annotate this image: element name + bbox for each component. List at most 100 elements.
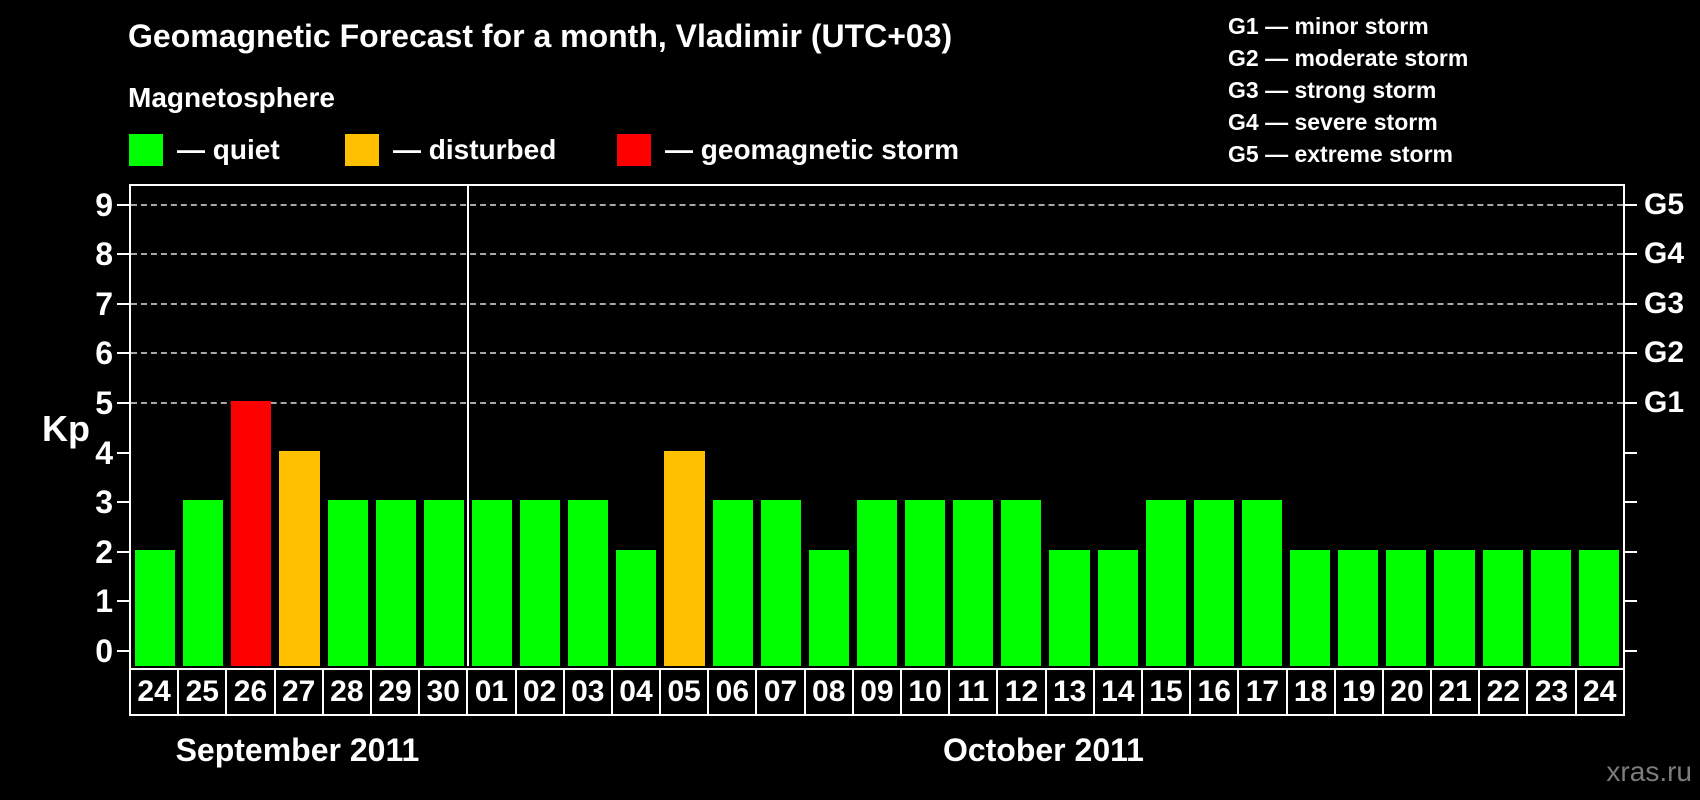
kp-bar — [1001, 500, 1042, 666]
kp-bar — [327, 500, 368, 666]
day-cell: 04 — [610, 668, 662, 716]
y-tick-label: 5 — [95, 385, 113, 421]
day-cell: 08 — [803, 668, 854, 716]
kp-bar — [1434, 549, 1475, 666]
kp-bar — [423, 500, 464, 666]
plot-inner — [131, 186, 1623, 666]
day-cell: 20 — [1381, 668, 1433, 716]
day-cell: 16 — [1189, 668, 1240, 716]
y-axis-tick — [117, 501, 129, 504]
kp-bar — [568, 500, 609, 666]
kp-bar — [1338, 549, 1379, 666]
legend-item-quiet: — quiet — [129, 130, 280, 170]
day-cell: 11 — [948, 668, 999, 716]
watermark: xras.ru — [1606, 756, 1692, 787]
y-tick-label: 3 — [95, 484, 113, 521]
kp-bar — [1290, 549, 1331, 666]
y-axis-tick — [117, 600, 129, 603]
y-axis-tick — [117, 402, 129, 404]
grid-line — [131, 402, 1623, 404]
right-axis-tick — [1625, 600, 1637, 603]
chart-title: Geomagnetic Forecast for a month, Vladim… — [128, 18, 953, 54]
right-axis-tick — [1625, 501, 1637, 504]
legend-item-storm: — geomagnetic storm — [617, 130, 959, 170]
day-cell: 13 — [1044, 668, 1095, 716]
kp-bar — [1241, 500, 1283, 666]
kp-bar — [1145, 500, 1186, 666]
g-axis-label: G1 — [1644, 386, 1685, 419]
y-tick-label: 4 — [95, 434, 113, 471]
kp-bar — [520, 500, 561, 666]
day-cell: 05 — [659, 668, 710, 716]
right-axis-tick — [1625, 402, 1637, 404]
day-cell: 09 — [851, 668, 902, 716]
day-cell: 14 — [1092, 668, 1143, 716]
g-scale-legend: G1 — minor storm G2 — moderate storm G3 — … — [1228, 10, 1468, 170]
kp-bar — [1482, 549, 1523, 666]
kp-bar — [616, 549, 657, 666]
magnetosphere-label: Magnetosphere — [128, 82, 335, 113]
legend-label-storm: — geomagnetic storm — [665, 134, 960, 165]
day-axis-strip: 24 25 26 27 28 29 30 01 02 03 04 05 06 07 08 09 10 11 12 13… — [129, 668, 1625, 716]
g-axis-label: G5 — [1644, 187, 1685, 221]
y-axis-tick — [117, 451, 129, 454]
day-cell: 19 — [1333, 668, 1384, 716]
day-cell: 29 — [369, 668, 421, 716]
day-cell: 06 — [707, 668, 758, 716]
kp-axis-label: Kp — [42, 408, 90, 449]
y-tick-label: 7 — [95, 285, 113, 322]
day-cell: 28 — [321, 668, 372, 716]
storm-color-swatch — [617, 134, 651, 166]
g-axis-label: G3 — [1644, 286, 1685, 320]
y-tick-label: 9 — [95, 186, 113, 223]
g-axis-label: G4 — [1644, 237, 1685, 271]
kp-bar — [1530, 549, 1571, 666]
right-axis-tick — [1625, 203, 1637, 206]
y-tick-label: 2 — [95, 533, 113, 570]
day-cell: 12 — [996, 668, 1047, 716]
plot-area — [129, 184, 1625, 668]
kp-bar — [471, 500, 513, 666]
legend-label-disturbed: — disturbed — [393, 134, 557, 165]
kp-bar — [375, 500, 416, 666]
day-cell: 10 — [900, 668, 951, 716]
month-label: October 2011 — [942, 732, 1144, 768]
day-cell: 03 — [562, 668, 613, 716]
kp-bar — [231, 401, 272, 666]
kp-bar — [1193, 500, 1234, 666]
day-cell: 22 — [1478, 668, 1529, 716]
grid-line — [131, 203, 1623, 206]
kp-bar — [808, 549, 849, 666]
day-cell: 24 — [129, 668, 180, 716]
kp-bar — [1049, 549, 1090, 666]
legend-item-disturbed: — disturbed — [345, 130, 556, 170]
y-tick-label: 0 — [95, 633, 113, 669]
y-tick-label: 1 — [95, 583, 113, 620]
day-cell: 21 — [1430, 668, 1481, 716]
g-legend-line: G5 — extreme storm — [1228, 141, 1453, 167]
day-cell: 27 — [273, 668, 324, 716]
kp-bar — [1578, 549, 1619, 666]
day-cell: 07 — [755, 668, 806, 716]
grid-line — [131, 302, 1623, 305]
day-cell: 23 — [1526, 668, 1577, 716]
grid-line — [131, 253, 1623, 256]
quiet-color-swatch — [129, 134, 163, 166]
y-axis-tick — [117, 253, 129, 256]
g-legend-line: G2 — moderate storm — [1228, 45, 1469, 71]
y-axis-tick — [117, 650, 129, 652]
kp-bar — [279, 450, 320, 666]
kp-bar — [953, 500, 994, 666]
kp-bar — [183, 500, 224, 666]
right-axis-tick — [1625, 550, 1637, 553]
right-axis-tick — [1625, 352, 1637, 355]
month-divider — [466, 186, 469, 666]
day-cell: 15 — [1140, 668, 1192, 716]
kp-bar — [856, 500, 898, 666]
y-axis-tick — [117, 352, 129, 355]
y-tick-label: 6 — [95, 335, 113, 372]
y-tick-label: 8 — [95, 236, 113, 273]
grid-line — [131, 352, 1623, 355]
day-cell: 26 — [225, 668, 276, 716]
